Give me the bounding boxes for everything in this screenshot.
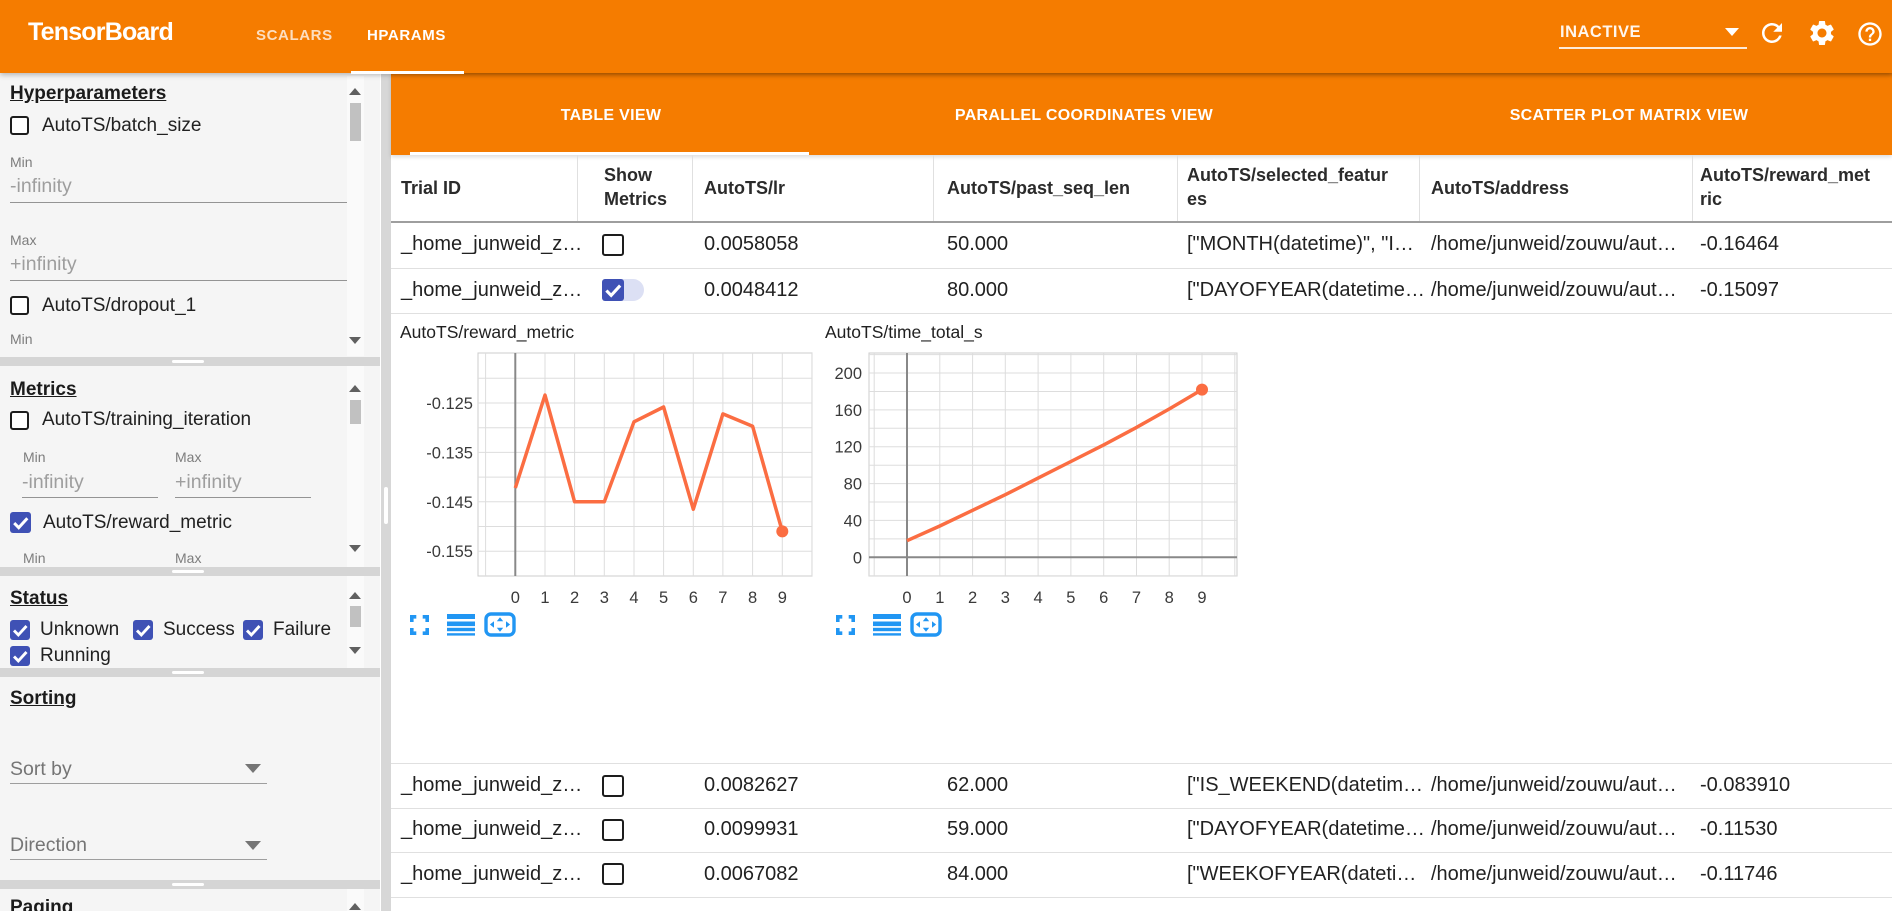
- svg-text:0: 0: [511, 589, 520, 607]
- svg-text:6: 6: [1099, 589, 1108, 607]
- svg-text:3: 3: [1001, 589, 1010, 607]
- svg-text:4: 4: [629, 589, 638, 607]
- svg-text:-0.145: -0.145: [426, 494, 473, 512]
- svg-text:9: 9: [1197, 589, 1206, 607]
- svg-text:9: 9: [778, 589, 787, 607]
- svg-text:1: 1: [935, 589, 944, 607]
- svg-text:40: 40: [844, 512, 862, 530]
- svg-text:-0.135: -0.135: [426, 444, 473, 462]
- svg-text:7: 7: [718, 589, 727, 607]
- svg-text:4: 4: [1034, 589, 1043, 607]
- svg-text:2: 2: [570, 589, 579, 607]
- svg-text:0: 0: [902, 589, 911, 607]
- svg-text:0: 0: [853, 549, 862, 567]
- svg-text:1: 1: [540, 589, 549, 607]
- svg-text:6: 6: [689, 589, 698, 607]
- svg-text:7: 7: [1132, 589, 1141, 607]
- svg-text:8: 8: [1165, 589, 1174, 607]
- svg-text:2: 2: [968, 589, 977, 607]
- svg-text:80: 80: [844, 476, 862, 494]
- svg-text:8: 8: [748, 589, 757, 607]
- svg-text:5: 5: [659, 589, 668, 607]
- svg-text:120: 120: [834, 439, 862, 457]
- svg-text:200: 200: [834, 365, 862, 383]
- svg-text:-0.155: -0.155: [426, 543, 473, 561]
- svg-text:160: 160: [834, 402, 862, 420]
- svg-text:-0.125: -0.125: [426, 395, 473, 413]
- svg-text:3: 3: [600, 589, 609, 607]
- svg-text:5: 5: [1066, 589, 1075, 607]
